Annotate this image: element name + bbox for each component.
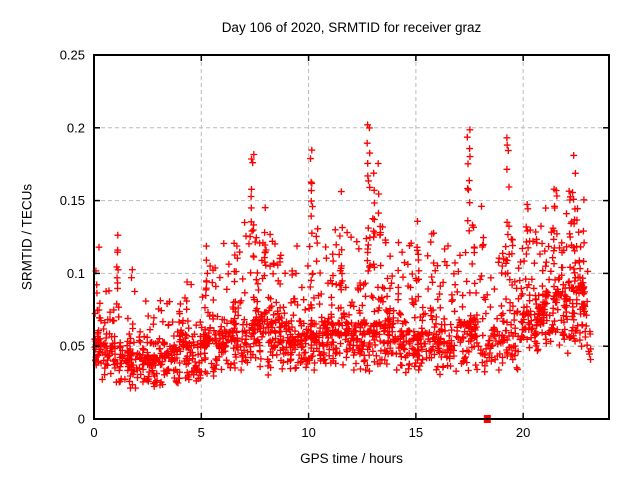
- y-tick-label: 0.25: [60, 48, 85, 63]
- y-tick-label: 0.05: [60, 339, 85, 354]
- x-tick-label: 0: [90, 425, 97, 440]
- y-tick-label: 0: [78, 412, 85, 427]
- x-tick-label: 5: [198, 425, 205, 440]
- y-tick-label: 0.15: [60, 193, 85, 208]
- chart-title: Day 106 of 2020, SRMTID for receiver gra…: [221, 20, 482, 35]
- x-tick-label: 10: [301, 425, 315, 440]
- plot-border: [93, 54, 610, 420]
- x-tick-label: 20: [516, 425, 530, 440]
- x-tick-label: 15: [409, 425, 423, 440]
- y-tick-label: 0.2: [67, 120, 85, 135]
- x-axis-label: GPS time / hours: [300, 451, 403, 466]
- scatter-points: [91, 121, 594, 392]
- y-tick-label: 0.1: [67, 266, 85, 281]
